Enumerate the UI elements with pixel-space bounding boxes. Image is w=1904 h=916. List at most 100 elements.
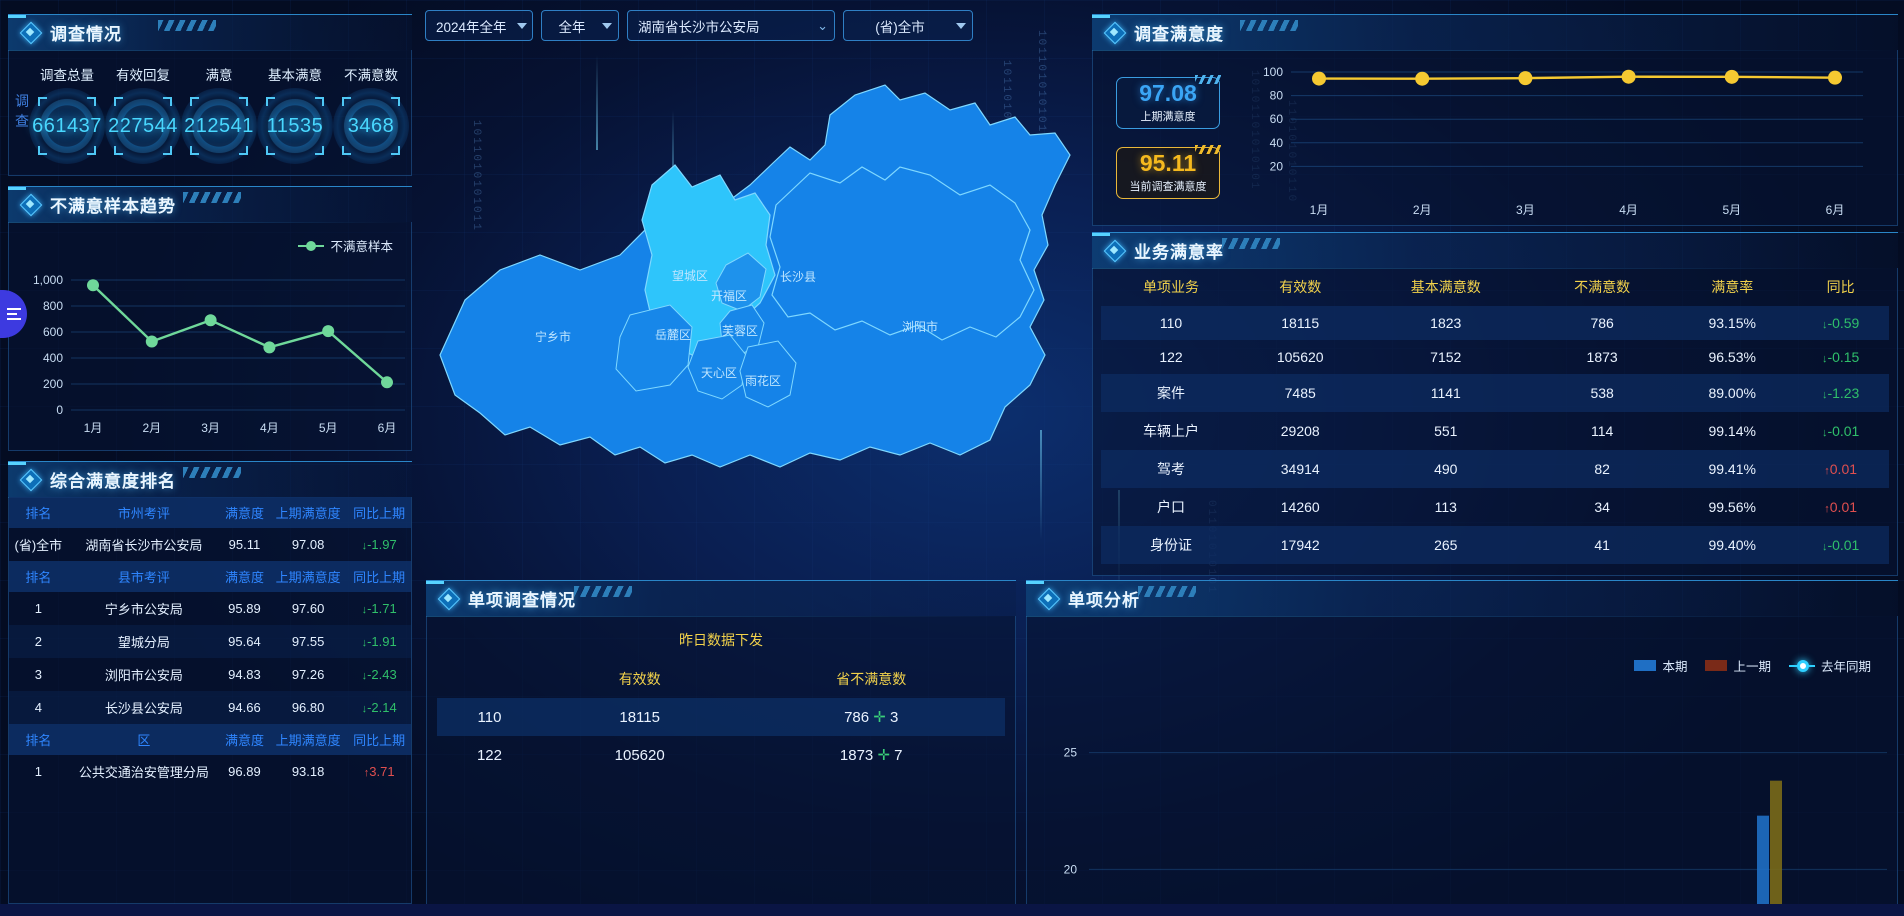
dissatisfaction-trend-body: 不满意样本 0 200 400 600 800 1,000 1月 2月 3月 4月 5月 6月 bbox=[8, 222, 412, 451]
table-row[interactable]: 1 宁乡市公安局 95.89 97.60 ↓-1.71 bbox=[9, 592, 411, 625]
map-region-tianxin[interactable] bbox=[687, 334, 747, 400]
x-axis-tick: 5月 bbox=[319, 421, 338, 435]
light-beam bbox=[672, 110, 674, 195]
cell-valid: 34914 bbox=[1241, 450, 1360, 488]
data-point[interactable] bbox=[1312, 71, 1326, 86]
table-row[interactable]: 驾考 34914 490 82 99.41% ↑0.01 bbox=[1101, 450, 1889, 488]
hatch-decoration bbox=[1195, 74, 1221, 84]
business-rate-table[interactable]: 单项业务 有效数 基本满意数 不满意数 满意率 同比 110 18115 1823 786… bbox=[1101, 268, 1889, 575]
table-row[interactable]: 合计 227544 11535 3468 97.21% ↓-1.97 bbox=[1101, 564, 1889, 575]
cell-valid: 7485 bbox=[1241, 374, 1360, 412]
ranking-body: 排名 市州考评 满意度 上期满意度 同比上期 (省)全市 湖南省长沙市公安局 95.11… bbox=[8, 497, 412, 904]
data-point[interactable] bbox=[1415, 71, 1430, 86]
cell-business: 身份证 bbox=[1101, 526, 1242, 564]
map-region-yuhua[interactable] bbox=[739, 340, 797, 408]
single-survey-table[interactable]: 有效数 省不满意数 110 18115 786 ✛ 3 122 105620 18… bbox=[437, 660, 1005, 774]
cell-valid: 18115 bbox=[541, 698, 738, 736]
legend-label: 本期 bbox=[1662, 660, 1688, 674]
legend-item[interactable]: 去年同期 bbox=[1788, 656, 1871, 675]
table-row[interactable]: 4 长沙县公安局 94.66 96.80 ↓-2.14 bbox=[9, 691, 411, 724]
cell-rate: 99.41% bbox=[1672, 450, 1793, 488]
organization-select[interactable]: 湖南省长沙市公安局 ⌄ bbox=[627, 10, 835, 41]
period-select[interactable]: 全年 bbox=[541, 10, 619, 41]
trend-arrow-icon: ↓ bbox=[1821, 319, 1828, 331]
corner-bracket-icon bbox=[266, 97, 275, 106]
survey-overview-panel: 调查情况 调查 调查总量 661437 有效回复 227544 满意 212541 基本满意… bbox=[8, 14, 412, 176]
kpi-value: 11535 bbox=[266, 114, 324, 137]
map-region-yuelu[interactable] bbox=[615, 304, 693, 392]
table-row[interactable]: 122 105620 1873 ✛ 7 bbox=[437, 736, 1005, 774]
cell-dissatisfied: 786 ✛ 3 bbox=[737, 698, 1005, 736]
kpi-name: 满意 bbox=[205, 68, 233, 83]
data-point[interactable] bbox=[1828, 70, 1842, 85]
table-row[interactable]: 110 18115 1823 786 93.15% ↓-0.59 bbox=[1101, 306, 1889, 340]
table-row[interactable]: 122 105620 7152 1873 96.53% ↓-0.15 bbox=[1101, 340, 1889, 374]
map-label: 长沙县 bbox=[780, 270, 816, 284]
data-point[interactable] bbox=[1724, 69, 1739, 84]
table-row[interactable]: 110 18115 786 ✛ 3 bbox=[437, 698, 1005, 736]
column-header: 单项业务 bbox=[1143, 279, 1200, 295]
data-point[interactable] bbox=[381, 376, 393, 389]
bar[interactable] bbox=[1757, 815, 1769, 916]
legend-item[interactable]: 本期 bbox=[1634, 656, 1687, 675]
bar[interactable] bbox=[1770, 780, 1782, 916]
data-point[interactable] bbox=[145, 335, 158, 348]
cell-basic-satisfied: 7152 bbox=[1430, 349, 1462, 365]
cell-yoy: ↓-1.23 bbox=[1792, 374, 1889, 412]
cell-yoy: ↑3.71 bbox=[363, 764, 395, 779]
table-row[interactable]: 车辆上户 29208 551 114 99.14% ↓-0.01 bbox=[1101, 412, 1889, 450]
x-axis-tick: 5月 bbox=[1722, 203, 1741, 217]
cell-rate: 99.40% bbox=[1672, 526, 1793, 564]
map-label: 岳麓区 bbox=[655, 328, 691, 342]
taskbar bbox=[0, 904, 1904, 916]
x-axis-tick: 1月 bbox=[84, 421, 103, 435]
trend-legend-label: 不满意样本 bbox=[330, 240, 393, 254]
map-label: 天心区 bbox=[701, 366, 737, 380]
x-axis-tick: 4月 bbox=[260, 421, 279, 435]
map-region-changshaxian[interactable] bbox=[769, 166, 1035, 341]
data-point[interactable] bbox=[1621, 69, 1636, 84]
period-select-value: 全年 bbox=[558, 19, 586, 35]
cell-dissatisfied: 41 bbox=[1532, 526, 1673, 564]
column-header: 县市考评 bbox=[67, 561, 221, 592]
cell-business: 案件 bbox=[1101, 374, 1242, 412]
year-select[interactable]: 2024年全年 bbox=[425, 10, 533, 41]
table-row[interactable]: 案件 7485 1141 538 89.00% ↓-1.23 bbox=[1101, 374, 1889, 412]
map-label: 芙蓉区 bbox=[722, 324, 758, 338]
single-survey-title: 单项调查情况 bbox=[468, 591, 576, 610]
data-point[interactable] bbox=[1518, 71, 1533, 86]
map-region-kaifu[interactable] bbox=[715, 252, 767, 312]
cell-valid: 29208 bbox=[1280, 423, 1320, 439]
legend-swatch-icon bbox=[1634, 660, 1657, 671]
data-point[interactable] bbox=[263, 341, 276, 354]
legend-line-marker bbox=[298, 240, 325, 251]
table-row[interactable]: 1 公共交通治安管理分局 96.89 93.18 ↑3.71 bbox=[9, 755, 411, 788]
single-survey-panel: 单项调查情况 昨日数据下发 有效数 省不满意数 110 18115 786 ✛ 3… bbox=[426, 580, 1016, 916]
corner-bracket-icon bbox=[114, 97, 123, 106]
cell-rank: 3 bbox=[34, 667, 42, 682]
data-point[interactable] bbox=[322, 325, 335, 338]
cell-name: 浏阳市公安局 bbox=[104, 668, 183, 683]
y-axis-tick: 40 bbox=[1270, 136, 1284, 150]
table-row[interactable]: 2 望城分局 95.64 97.55 ↓-1.91 bbox=[9, 625, 411, 658]
data-point[interactable] bbox=[87, 279, 99, 292]
table-row[interactable]: 户口 14260 113 34 99.56% ↑0.01 bbox=[1101, 488, 1889, 526]
table-row[interactable]: 身份证 17942 265 41 99.40% ↓-0.01 bbox=[1101, 526, 1889, 564]
legend-item[interactable]: 上一期 bbox=[1705, 656, 1771, 675]
plus-icon: ✛ bbox=[877, 747, 891, 764]
y-axis-tick: 800 bbox=[43, 299, 63, 313]
trend-arrow-icon: ↓ bbox=[1821, 389, 1828, 401]
table-row[interactable]: (省)全市 湖南省长沙市公安局 95.11 97.08 ↓-1.97 bbox=[9, 528, 411, 561]
ranking-table[interactable]: 排名 市州考评 满意度 上期满意度 同比上期 (省)全市 湖南省长沙市公安局 95.11… bbox=[9, 497, 411, 788]
ranking-header: 综合满意度排名 bbox=[8, 461, 412, 498]
table-row[interactable]: 3 浏阳市公安局 94.83 97.26 ↓-2.43 bbox=[9, 658, 411, 691]
x-axis-tick: 6月 bbox=[378, 421, 397, 435]
data-point[interactable] bbox=[204, 314, 217, 327]
cell-valid: 17942 bbox=[1241, 526, 1360, 564]
column-header: 同比上期 bbox=[347, 561, 411, 592]
area-select[interactable]: (省)全市 bbox=[843, 10, 973, 41]
y-axis-tick: 0 bbox=[56, 403, 63, 417]
cell-satisfaction: 95.89 bbox=[228, 601, 261, 616]
single-survey-subtitle: 昨日数据下发 bbox=[679, 632, 763, 648]
